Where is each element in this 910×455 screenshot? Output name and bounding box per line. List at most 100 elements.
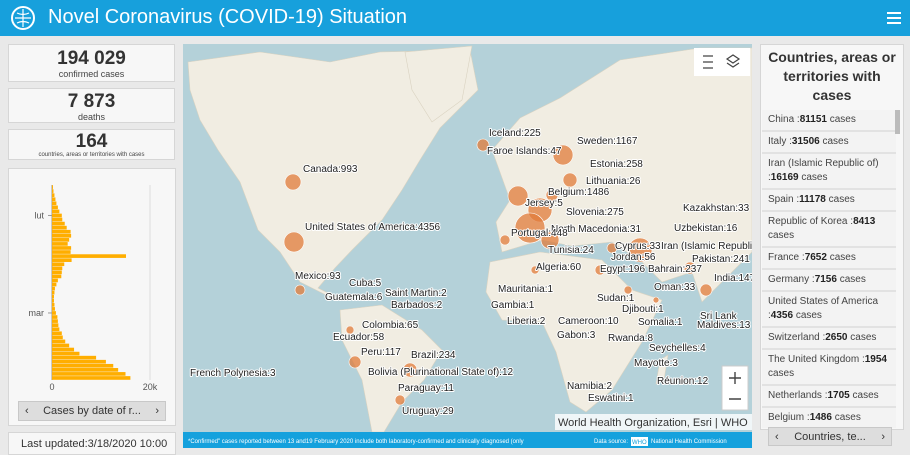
country-entry[interactable]: France :7652 cases: [762, 248, 896, 270]
country-entry[interactable]: Belgium :1486 cases: [762, 408, 896, 428]
source-nhc[interactable]: National Health Commission: [651, 439, 727, 445]
bar: [52, 189, 54, 193]
country-entry[interactable]: Italy :31506 cases: [762, 132, 896, 154]
stat-label: countries, areas or territories with cas…: [38, 152, 145, 158]
bar: [52, 307, 55, 311]
map-label: Paraguay:11: [398, 383, 454, 394]
map-label: Liberia:2: [507, 316, 546, 327]
bar: [52, 250, 71, 254]
map-label: Bahrain:237: [648, 264, 702, 275]
attribution-bg: [555, 414, 752, 430]
map-label: Barbados:2: [391, 300, 443, 311]
country-count: 7652: [804, 252, 827, 263]
bar: [52, 229, 71, 234]
bar: [52, 197, 56, 202]
country-name: Spain :: [768, 194, 800, 205]
map-label: Brazil:234: [411, 350, 456, 361]
country-entry[interactable]: Iran (Islamic Republic of) :16169 cases: [762, 154, 896, 190]
bar: [52, 233, 72, 238]
bar: [52, 201, 57, 206]
bar: [52, 193, 55, 197]
count-unit: cases: [801, 172, 828, 183]
count-unit: cases: [768, 368, 795, 379]
country-entry[interactable]: Germany :7156 cases: [762, 270, 896, 292]
country-count: 2650: [825, 332, 848, 343]
bar: [52, 286, 55, 291]
map-label: Seychelles:4: [649, 343, 706, 354]
map-label: Iran (Islamic Republic: [661, 241, 752, 252]
map-label: Oman:33: [654, 282, 696, 293]
map-label: Bolivia (Plurinational State of):12: [368, 367, 514, 378]
country-name: Iran (Islamic Republic of) :: [768, 158, 879, 183]
map-label: Gambia:1: [491, 300, 535, 311]
bar: [52, 327, 60, 332]
country-list: China :81151 cases Italy :31506 cases Iran…: [762, 110, 896, 428]
map-label: Uzbekistan:16: [674, 223, 738, 234]
bar: [52, 270, 62, 275]
y-tick-label: lut: [34, 210, 44, 220]
count-unit: cases: [834, 412, 861, 423]
scrollbar[interactable]: [895, 110, 900, 134]
map-label: Peru:117: [361, 347, 401, 358]
map-label: Cuba:5: [349, 278, 382, 289]
map-tools[interactable]: [694, 48, 750, 76]
country-entry[interactable]: United States of America :4356 cases: [762, 292, 896, 328]
map-label: French Polynesia:3: [190, 368, 276, 379]
country-name: The United Kingdom :: [768, 354, 865, 365]
count-unit: cases: [829, 114, 856, 125]
country-name: Switzerland :: [768, 332, 826, 343]
legend-icon[interactable]: [703, 55, 713, 69]
last-updated: Last updated:3/18/2020 10:00: [8, 432, 176, 455]
country-entry[interactable]: Switzerland :2650 cases: [762, 328, 896, 350]
y-tick-label: mar: [29, 308, 45, 318]
bar: [52, 355, 97, 360]
country-entry[interactable]: Netherlands :1705 cases: [762, 386, 896, 408]
map-label: Colombia:65: [362, 320, 419, 331]
stat-deaths: 7 873 deaths: [8, 88, 175, 123]
map-label: Tunisia:24: [548, 245, 594, 256]
country-entry[interactable]: China :81151 cases: [762, 110, 896, 132]
button-label: Cases by date of r...: [43, 405, 141, 417]
map-label: Mayotte:3: [634, 358, 678, 369]
list-toggle[interactable]: ‹ Countries, te... ›: [768, 427, 892, 446]
stat-label: confirmed cases: [58, 69, 125, 79]
map-label: Jersey:5: [525, 198, 563, 209]
map-label: Cameroon:10: [558, 316, 619, 327]
stat-countries: 164 countries, areas or territories with…: [8, 129, 175, 160]
bar: [52, 274, 62, 279]
map-label: Uruguay:29: [402, 406, 454, 417]
bar: [52, 278, 58, 283]
source-who[interactable]: WHO: [632, 440, 647, 446]
count-unit: cases: [850, 332, 877, 343]
who-logo: [11, 6, 35, 30]
map[interactable]: Iceland:225 Sweden:1167 Faroe Islands:47 Ca…: [183, 44, 752, 448]
country-name: France :: [768, 252, 805, 263]
map-label: Estonia:258: [590, 159, 643, 170]
country-entry[interactable]: The United Kingdom :1954 cases: [762, 350, 896, 386]
bar: [52, 311, 56, 315]
map-label: Djibouti:1: [622, 304, 664, 315]
bar: [52, 372, 126, 376]
menu-button[interactable]: [886, 10, 902, 26]
bar: [52, 294, 54, 299]
bar: [52, 343, 70, 348]
map-label: Somalia:1: [638, 317, 683, 328]
country-count: 1486: [809, 412, 832, 423]
map-label: Sudan:1: [597, 293, 635, 304]
bar: [52, 221, 65, 226]
country-count: 8413: [853, 216, 876, 227]
country-name: Republic of Korea :: [768, 216, 854, 227]
footnote-bar: [183, 432, 752, 448]
map-label: Mauritania:1: [498, 284, 553, 295]
country-entry[interactable]: Republic of Korea :8413 cases: [762, 212, 896, 248]
map-label: Lithuania:26: [586, 176, 641, 187]
country-entry[interactable]: Spain :11178 cases: [762, 190, 896, 212]
bar: [52, 266, 63, 271]
map-label: Réunion:12: [657, 376, 709, 387]
layers-icon[interactable]: [725, 54, 741, 68]
chart-toggle[interactable]: ‹ Cases by date of r... ›: [18, 401, 166, 421]
country-count: 11178: [799, 194, 826, 205]
zoom-icons[interactable]: [729, 372, 741, 400]
country-count: 16169: [770, 172, 799, 183]
bar: [52, 242, 68, 246]
